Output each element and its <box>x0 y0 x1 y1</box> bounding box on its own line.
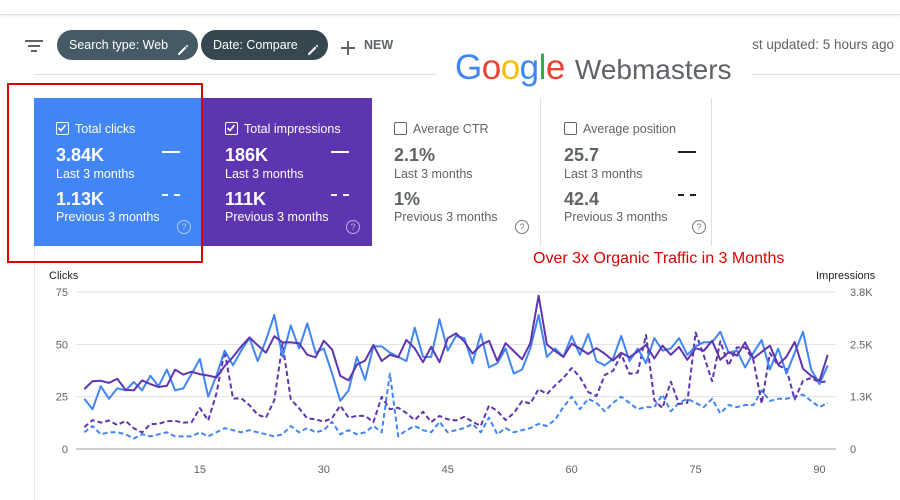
date-chip[interactable]: Date: Compare <box>201 30 328 60</box>
help-icon[interactable]: ? <box>346 220 360 234</box>
card-previous-period: Previous 3 months <box>564 210 668 224</box>
metric-cards: Total clicks 3.84K Last 3 months 1.13K P… <box>34 98 900 246</box>
search-type-chip-label: Search type: Web <box>69 38 169 52</box>
total-impressions-card[interactable]: Total impressions 186K Last 3 months 111… <box>203 98 372 246</box>
clicks-previous-series-line <box>83 372 829 440</box>
x-tick-label: 90 <box>813 464 825 476</box>
x-tick-label: 45 <box>442 464 454 476</box>
card-previous-period: Previous 3 months <box>394 210 498 224</box>
left-tick-label: 50 <box>56 339 68 351</box>
panel-left-edge <box>34 98 35 500</box>
right-axis-title: Impressions <box>816 270 876 282</box>
filter-toolbar: Search type: Web Date: Compare NEW st up… <box>0 28 900 62</box>
card-current-period: Last 3 months <box>564 167 643 181</box>
left-tick-label: 0 <box>62 444 68 456</box>
card-current-value: 186K <box>225 145 269 165</box>
card-title: Total clicks <box>75 122 136 136</box>
plus-icon <box>340 37 356 55</box>
card-title: Average CTR <box>413 122 489 136</box>
impressions-previous-series-line <box>83 331 828 434</box>
top-bar-edge <box>0 0 900 15</box>
solid-line-legend-icon <box>331 151 349 153</box>
left-tick-label: 25 <box>56 392 68 404</box>
edit-pencil-icon <box>306 38 320 55</box>
average-ctr-checkbox[interactable] <box>394 122 407 135</box>
logo-wordmark: Google Webmasters <box>455 48 732 88</box>
average-position-card[interactable]: Average position 25.7 Last 3 months 42.4… <box>542 98 712 246</box>
highlight-box <box>7 83 203 263</box>
logo-letter: o <box>481 48 501 87</box>
card-previous-period: Previous 3 months <box>56 210 160 224</box>
card-previous-value: 111K <box>225 189 267 209</box>
google-webmasters-logo: Google Webmasters <box>437 28 752 98</box>
x-tick-label: 60 <box>566 464 578 476</box>
help-icon[interactable]: ? <box>515 220 529 234</box>
average-position-checkbox[interactable] <box>564 122 577 135</box>
help-icon[interactable]: ? <box>692 220 706 234</box>
dashed-line-legend-icon <box>162 194 180 196</box>
edit-pencil-icon <box>176 38 190 55</box>
search-type-chip[interactable]: Search type: Web <box>57 30 199 60</box>
last-updated-text: st updated: 5 hours ago <box>752 37 894 52</box>
solid-line-legend-icon <box>678 151 696 153</box>
impressions-series-line <box>83 294 829 392</box>
logo-letter: G <box>455 48 482 87</box>
logo-letter: g <box>519 48 539 87</box>
card-title: Average position <box>583 122 676 136</box>
card-previous-value: 1% <box>394 189 421 209</box>
x-tick-label: 30 <box>318 464 330 476</box>
left-tick-label: 75 <box>56 287 68 299</box>
card-current-period: Last 3 months <box>225 167 304 181</box>
logo-letter: e <box>545 48 565 87</box>
right-tick-label: 2.5K <box>850 339 873 351</box>
clicks-series-line <box>83 314 829 411</box>
solid-line-legend-icon <box>162 151 180 153</box>
new-filter-label: NEW <box>364 38 394 52</box>
total-impressions-checkbox[interactable] <box>225 122 238 135</box>
right-tick-label: 3.8K <box>850 287 873 299</box>
filter-icon[interactable] <box>24 36 46 56</box>
dashed-line-legend-icon <box>331 194 349 196</box>
annotation-text: Over 3x Organic Traffic in 3 Months <box>533 250 785 267</box>
help-icon[interactable]: ? <box>177 220 191 234</box>
average-ctr-card[interactable]: Average CTR 2.1% Last 3 months 1% Previo… <box>372 98 541 246</box>
card-previous-period: Previous 3 months <box>225 210 329 224</box>
right-tick-label: 0 <box>850 444 856 456</box>
card-current-period: Last 3 months <box>56 167 135 181</box>
card-current-period: Last 3 months <box>394 167 473 181</box>
card-previous-value: 42.4 <box>564 189 600 209</box>
date-chip-label: Date: Compare <box>213 38 298 52</box>
total-clicks-checkbox[interactable] <box>56 122 69 135</box>
x-tick-label: 75 <box>689 464 701 476</box>
logo-letter: o <box>500 48 520 87</box>
dashed-line-legend-icon <box>678 194 696 196</box>
x-tick-label: 15 <box>194 464 206 476</box>
card-current-value: 3.84K <box>56 145 105 165</box>
total-clicks-card[interactable]: Total clicks 3.84K Last 3 months 1.13K P… <box>34 98 203 246</box>
card-previous-value: 1.13K <box>56 189 105 209</box>
right-tick-label: 1.3K <box>850 392 873 404</box>
logo-product-name: Webmasters <box>574 54 732 85</box>
new-filter-button[interactable]: NEW <box>340 30 393 60</box>
card-title: Total impressions <box>244 122 341 136</box>
left-axis-title: Clicks <box>49 270 79 282</box>
card-current-value: 2.1% <box>394 145 436 165</box>
logo-letter: l <box>538 48 547 87</box>
card-current-value: 25.7 <box>564 145 600 165</box>
